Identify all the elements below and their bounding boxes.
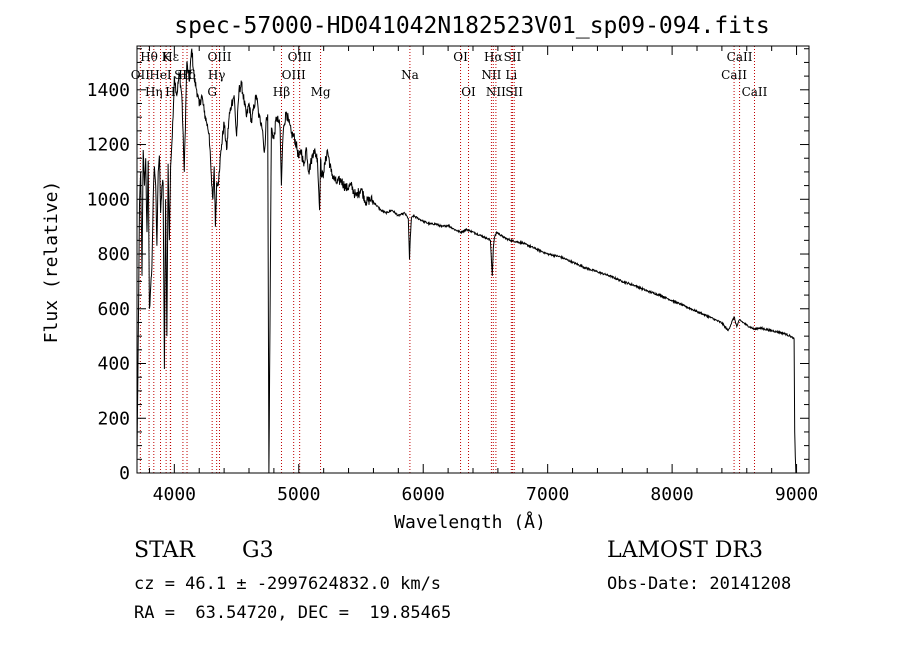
- plot-frame: [136, 45, 810, 474]
- x-axis-label: Wavelength (Å): [394, 511, 546, 530]
- x-tick-label-7000: 7000: [526, 484, 569, 505]
- line-label-3: K: [162, 50, 172, 64]
- spectrum-chart: spec-57000-HD041042N182523V01_sp09-094.f…: [41, 13, 818, 530]
- line-label-2: Hη: [145, 85, 163, 99]
- line-label-5: H: [165, 85, 175, 99]
- object-subclass: G3: [242, 538, 274, 563]
- y-tick-label-1000: 1000: [87, 189, 130, 210]
- line-label-14: Hβ: [273, 85, 290, 99]
- ra-dec-line: RA = 63.54720, DEC = 19.85465: [134, 603, 452, 623]
- line-label-15: Mg: [311, 85, 331, 99]
- line-label-1: OII: [131, 68, 151, 82]
- y-tick-label-0: 0: [119, 463, 130, 484]
- line-label-9: OIII: [207, 50, 231, 64]
- chart-title: spec-57000-HD041042N182523V01_sp09-094.f…: [174, 13, 769, 39]
- x-axis-ticks: 4000 5000 6000 7000 8000 9000: [148, 46, 818, 505]
- line-label-26: CaII: [721, 68, 747, 82]
- line-label-25: CaII: [727, 50, 753, 64]
- x-tick-label-4000: 4000: [153, 484, 196, 505]
- y-tick-label-200: 200: [97, 408, 130, 429]
- y-axis-ticks: 0 200 400 600 800 1000 1200 1400: [87, 48, 809, 484]
- line-label-7: SII: [174, 68, 192, 82]
- y-axis-label: Flux (relative): [41, 181, 62, 344]
- y-tick-label-400: 400: [97, 354, 130, 375]
- y-tick-label-600: 600: [97, 299, 130, 320]
- y-tick-label-1400: 1400: [87, 80, 130, 101]
- line-label-19: Hα: [484, 50, 503, 64]
- spectral-line-markers: [139, 46, 755, 473]
- x-tick-label-5000: 5000: [277, 484, 320, 505]
- line-label-20: NII: [481, 68, 501, 82]
- line-label-12: OIII: [288, 50, 312, 64]
- redshift-line: cz = 46.1 ± -2997624832.0 km/s: [134, 574, 442, 594]
- line-label-11: G: [207, 85, 217, 99]
- flux-series-line: [136, 48, 797, 474]
- line-label-23: Li: [505, 68, 517, 82]
- line-label-16: Na: [401, 68, 419, 82]
- line-label-4: HeI: [149, 68, 172, 82]
- line-label-13: OIII: [282, 68, 306, 82]
- object-type: STAR: [134, 538, 195, 563]
- observation-date: Obs-Date: 20141208: [607, 574, 792, 594]
- line-label-22: SII: [504, 50, 522, 64]
- x-tick-label-8000: 8000: [650, 484, 693, 505]
- y-tick-label-800: 800: [97, 244, 130, 265]
- line-label-0: Hθ: [140, 50, 158, 64]
- line-label-10: Hγ: [208, 68, 226, 82]
- line-label-27: CaII: [742, 85, 768, 99]
- x-tick-label-9000: 9000: [775, 484, 818, 505]
- line-label-18: OI: [461, 85, 476, 99]
- x-tick-label-6000: 6000: [402, 484, 445, 505]
- line-label-6: Hε: [162, 50, 179, 64]
- y-tick-label-1200: 1200: [87, 135, 130, 156]
- survey-name: LAMOST DR3: [607, 538, 763, 563]
- line-label-8: Hδ: [178, 68, 196, 82]
- line-label-17: OI: [453, 50, 468, 64]
- line-label-21: NII: [486, 85, 506, 99]
- line-label-24: SII: [505, 85, 523, 99]
